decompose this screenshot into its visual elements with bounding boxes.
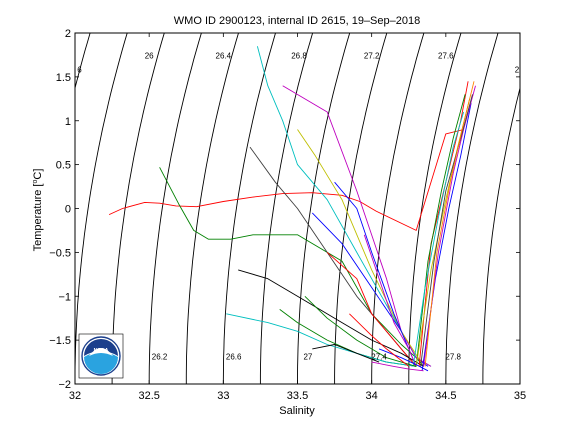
x-tick-label-2: 33 — [217, 390, 229, 402]
x-tick-label-4: 34 — [366, 390, 378, 402]
isopycnal-line-9 — [371, 33, 425, 384]
isopycnal-line-3 — [148, 33, 202, 384]
profile-line-20 — [424, 81, 475, 367]
chart-title: WMO ID 2900123, internal ID 2615, 19–Sep… — [174, 15, 420, 27]
x-tick-label-6: 35 — [514, 390, 526, 402]
isopycnal-line-5 — [222, 33, 276, 384]
profile-line-4 — [282, 85, 432, 367]
isopycnal-line-7 — [297, 33, 351, 384]
isopycnal-line-10 — [408, 33, 462, 384]
profile-line-11 — [334, 181, 417, 367]
x-tick-label-0: 32 — [69, 390, 81, 402]
profile-line-9 — [226, 313, 417, 367]
y-axis-label-end: C] — [32, 169, 44, 180]
y-tick-label-8: 2 — [65, 28, 71, 40]
isopycnal-label-top-5: 27.6 — [438, 51, 454, 60]
plot-axes: 62626.426.827.227.62226.226.62727.427.8 … — [49, 28, 526, 402]
isopycnal-label-bottom-1: 26.2 — [152, 352, 168, 361]
y-axis-label-superscript: o — [32, 180, 39, 184]
isopycnal-label-bottom-5: 27.8 — [445, 352, 461, 361]
noaa-logo-sea — [84, 352, 118, 374]
isopycnal-label-bottom-2: 26.6 — [226, 352, 242, 361]
profile-line-1 — [159, 167, 424, 367]
x-tick-label-1: 32.5 — [138, 390, 159, 402]
isopycnal-line-8 — [334, 33, 388, 384]
x-axis-label: Salinity — [279, 405, 315, 417]
profile-line-21 — [378, 348, 429, 372]
x-tick-label-3: 33.5 — [287, 390, 308, 402]
profile-line-10 — [238, 269, 424, 367]
y-tick-label-6: 1 — [65, 116, 71, 128]
profile-line-5 — [297, 129, 424, 367]
y-tick-label-1: −1.5 — [49, 335, 71, 347]
isopycnal-label-top-2: 26.4 — [216, 51, 232, 60]
profile-line-24 — [349, 313, 410, 367]
isopycnal-line-11 — [445, 33, 499, 384]
isopycnal-line-1 — [75, 33, 128, 384]
y-tick-label-4: 0 — [65, 204, 71, 216]
profile-line-19 — [420, 94, 473, 367]
y-tick-label-5: 0.5 — [56, 160, 71, 172]
profile-line-0 — [108, 129, 464, 231]
noaa-logo-text: NOAA — [94, 348, 109, 354]
profile-line-12 — [363, 234, 417, 367]
profile-line-7 — [326, 252, 417, 367]
isopycnal-lines — [75, 33, 520, 384]
noaa-logo-sky — [84, 339, 118, 356]
isopycnal-line-2 — [111, 33, 165, 384]
isopycnal-line-12 — [482, 86, 520, 384]
noaa-logo: NOAA — [78, 333, 124, 379]
isopycnal-label-top-1: 26 — [145, 51, 154, 60]
profile-line-25 — [312, 344, 380, 363]
isopycnal-label-top-4: 27.2 — [364, 51, 380, 60]
noaa-logo-gull — [89, 348, 113, 356]
isopycnal-label-bottom-3: 27 — [303, 352, 312, 361]
y-tick-label-0: −2 — [58, 379, 71, 391]
profile-line-23 — [304, 295, 417, 367]
y-axis-label: Temperature [oC] — [32, 169, 44, 252]
profile-line-16 — [412, 111, 465, 367]
y-tick-label-3: −0.5 — [49, 247, 71, 259]
isopycnal-line-4 — [185, 33, 239, 384]
profile-line-22 — [371, 361, 424, 372]
profile-series — [108, 46, 476, 372]
isopycnal-label-top-3: 26.8 — [291, 51, 307, 60]
y-tick-label-7: 1.5 — [56, 72, 71, 84]
y-axis-label-base: Temperature [ — [32, 184, 44, 252]
axis-ticks: 32 32.5 33 33.5 34 34.5 35 −2 −1.5 −1 −0.5 0 0.5 1 1.5… — [49, 28, 526, 402]
x-tick-label-5: 34.5 — [435, 390, 456, 402]
isopycnal-label-bottom-4: 27.4 — [371, 352, 387, 361]
profile-line-17 — [423, 85, 476, 367]
isopycnal-line-6 — [259, 33, 314, 384]
y-tick-label-2: −1 — [58, 291, 71, 303]
isopycnal-label-top-0: 6 — [77, 66, 82, 75]
isopycnal-label-top-6: 2 — [515, 66, 520, 75]
